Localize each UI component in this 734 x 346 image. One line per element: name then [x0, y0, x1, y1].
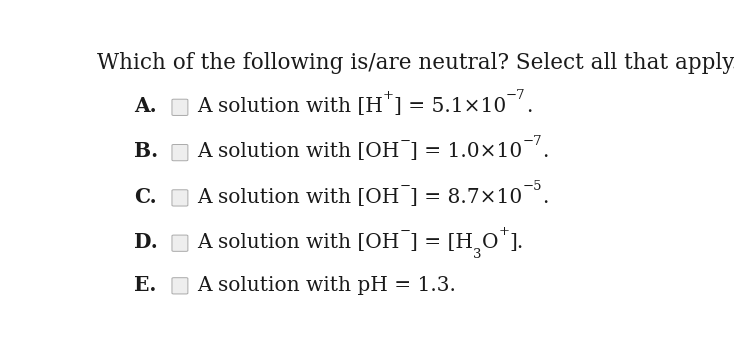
Text: A solution with pH = 1.3.: A solution with pH = 1.3.	[197, 276, 456, 295]
Text: ].: ].	[509, 233, 524, 252]
Text: −7: −7	[523, 135, 542, 148]
FancyBboxPatch shape	[172, 145, 188, 161]
Text: −7: −7	[506, 89, 526, 102]
Text: .: .	[542, 188, 548, 207]
Text: D.: D.	[134, 232, 158, 252]
Text: −: −	[399, 225, 410, 238]
FancyBboxPatch shape	[172, 190, 188, 206]
Text: B.: B.	[134, 142, 159, 162]
FancyBboxPatch shape	[172, 99, 188, 116]
Text: A solution with [H: A solution with [H	[197, 97, 383, 116]
Text: −: −	[399, 135, 410, 148]
Text: −: −	[399, 180, 410, 193]
Text: .: .	[542, 143, 549, 162]
Text: ] = [H: ] = [H	[410, 233, 473, 252]
Text: A solution with [OH: A solution with [OH	[197, 188, 399, 207]
Text: O: O	[482, 233, 498, 252]
Text: A solution with [OH: A solution with [OH	[197, 233, 399, 252]
Text: A solution with [OH: A solution with [OH	[197, 143, 399, 162]
Text: E.: E.	[134, 275, 157, 295]
Text: Which of the following is/are neutral? Select all that apply.: Which of the following is/are neutral? S…	[98, 52, 734, 74]
Text: 3: 3	[473, 248, 482, 261]
Text: .: .	[526, 97, 532, 116]
Text: ] = 5.1×10: ] = 5.1×10	[394, 97, 506, 116]
FancyBboxPatch shape	[172, 235, 188, 251]
Text: ] = 8.7×10: ] = 8.7×10	[410, 188, 523, 207]
Text: ] = 1.0×10: ] = 1.0×10	[410, 143, 523, 162]
Text: C.: C.	[134, 187, 157, 207]
Text: +: +	[383, 89, 394, 102]
Text: −5: −5	[523, 180, 542, 193]
Text: +: +	[498, 225, 509, 238]
FancyBboxPatch shape	[172, 278, 188, 294]
Text: A.: A.	[134, 96, 157, 116]
